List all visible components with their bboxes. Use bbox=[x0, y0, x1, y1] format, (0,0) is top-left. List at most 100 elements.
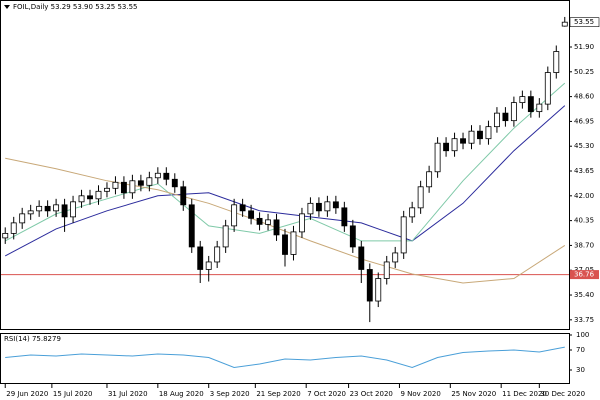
candle-body bbox=[417, 186, 424, 209]
candle-body bbox=[282, 234, 288, 255]
candle-body bbox=[197, 246, 204, 270]
menu-icon bbox=[4, 5, 10, 9]
candle-body bbox=[544, 72, 551, 105]
candle-body bbox=[502, 112, 509, 122]
main-frame bbox=[0, 0, 570, 330]
candle-body bbox=[332, 201, 339, 209]
candle-body bbox=[231, 204, 238, 227]
y-tick-label: 35.40 bbox=[574, 291, 594, 299]
x-tick-label: 9 Nov 2020 bbox=[400, 390, 440, 398]
price-label: 53.55 bbox=[574, 18, 594, 26]
candle-body bbox=[239, 204, 246, 212]
candle-body bbox=[222, 225, 229, 248]
candle-body bbox=[510, 102, 517, 122]
y-tick-label: 38.70 bbox=[574, 241, 594, 249]
candle-body bbox=[36, 205, 43, 212]
candle-body bbox=[27, 210, 34, 215]
x-tick-label: 18 Aug 2020 bbox=[159, 390, 204, 398]
candle-body bbox=[451, 138, 458, 152]
candle-body bbox=[180, 186, 187, 206]
candle-body bbox=[2, 232, 9, 239]
candle-body bbox=[171, 178, 178, 188]
rsi-frame bbox=[0, 333, 570, 384]
candle-body bbox=[519, 96, 526, 104]
level-label: 36.76 bbox=[574, 271, 595, 279]
y-tick-label: 43.65 bbox=[574, 167, 594, 175]
candle-body bbox=[273, 219, 280, 236]
x-tick-label: 23 Oct 2020 bbox=[350, 390, 393, 398]
candle-body bbox=[120, 181, 127, 194]
candle-body bbox=[44, 205, 51, 212]
candle-body bbox=[95, 190, 102, 200]
candle-body bbox=[214, 246, 221, 263]
level-tag bbox=[570, 270, 599, 280]
y-tick-label: 51.90 bbox=[574, 43, 594, 51]
candle-body bbox=[290, 231, 297, 255]
y-tick-label: 45.30 bbox=[574, 142, 594, 150]
candle-body bbox=[10, 222, 17, 234]
moving-average bbox=[4, 105, 566, 257]
y-tick-label: 50.25 bbox=[574, 68, 594, 76]
candle-body bbox=[485, 126, 492, 140]
candle-body bbox=[443, 142, 450, 152]
rsi-tick-label: 100 bbox=[576, 331, 589, 339]
candle-body bbox=[434, 142, 441, 173]
candle-body bbox=[299, 213, 305, 233]
y-tick-label: 40.35 bbox=[574, 217, 594, 225]
candle-body bbox=[349, 225, 356, 248]
x-tick-label: 21 Sep 2020 bbox=[256, 390, 300, 398]
candle-body bbox=[256, 217, 263, 225]
candle-body bbox=[375, 278, 382, 302]
candle-body bbox=[265, 219, 271, 225]
candle-body bbox=[205, 261, 212, 270]
candle-body bbox=[315, 202, 322, 212]
rsi-label: RSI(14) 75.8279 bbox=[4, 335, 61, 343]
candle-body bbox=[104, 187, 110, 192]
candle-body bbox=[460, 138, 466, 144]
candle-body bbox=[493, 112, 500, 128]
candle-body bbox=[477, 130, 483, 140]
candle-body bbox=[400, 216, 407, 254]
y-tick-label: 46.95 bbox=[574, 117, 594, 125]
rsi-tick-label: 30 bbox=[576, 366, 585, 374]
candle-body bbox=[324, 201, 331, 212]
y-tick-label: 33.75 bbox=[574, 316, 594, 324]
candle-body bbox=[137, 180, 144, 186]
candle-body bbox=[536, 103, 543, 113]
candle-body bbox=[392, 252, 399, 263]
candle-body bbox=[248, 210, 255, 219]
candle-body bbox=[468, 130, 475, 144]
candle-body bbox=[154, 172, 161, 179]
rsi-tick-label: 70 bbox=[576, 346, 585, 354]
candle-body bbox=[61, 204, 68, 218]
y-tick-label: 42.00 bbox=[574, 192, 594, 200]
x-tick-label: 7 Oct 2020 bbox=[307, 390, 346, 398]
candle-body bbox=[53, 204, 60, 212]
candle-body bbox=[553, 51, 560, 73]
candle-body bbox=[163, 172, 170, 180]
candle-body bbox=[383, 261, 390, 279]
rsi-line bbox=[5, 346, 565, 369]
x-tick-label: 3 Sep 2020 bbox=[210, 390, 250, 398]
x-tick-label: 31 Jul 2020 bbox=[108, 390, 148, 398]
candle-body bbox=[409, 207, 416, 218]
x-tick-label: 30 Dec 2020 bbox=[540, 390, 585, 398]
candle-body bbox=[146, 177, 153, 186]
candle-body bbox=[366, 269, 373, 302]
candle-body bbox=[307, 202, 314, 215]
candle-body bbox=[561, 21, 568, 27]
price-tag bbox=[569, 17, 600, 27]
candle-body bbox=[87, 195, 93, 200]
candle-body bbox=[19, 213, 26, 224]
candle-body bbox=[426, 171, 433, 188]
y-tick-label: 48.60 bbox=[574, 93, 594, 101]
chart-title: FOIL,Daily 53.29 53.90 53.25 53.55 bbox=[13, 3, 138, 11]
x-tick-label: 25 Nov 2020 bbox=[451, 390, 496, 398]
candle-body bbox=[188, 204, 195, 248]
x-tick-label: 11 Dec 2020 bbox=[502, 390, 547, 398]
candle-body bbox=[112, 181, 119, 189]
candle-body bbox=[129, 180, 136, 194]
candle-body bbox=[358, 246, 365, 270]
candle-body bbox=[70, 201, 77, 218]
